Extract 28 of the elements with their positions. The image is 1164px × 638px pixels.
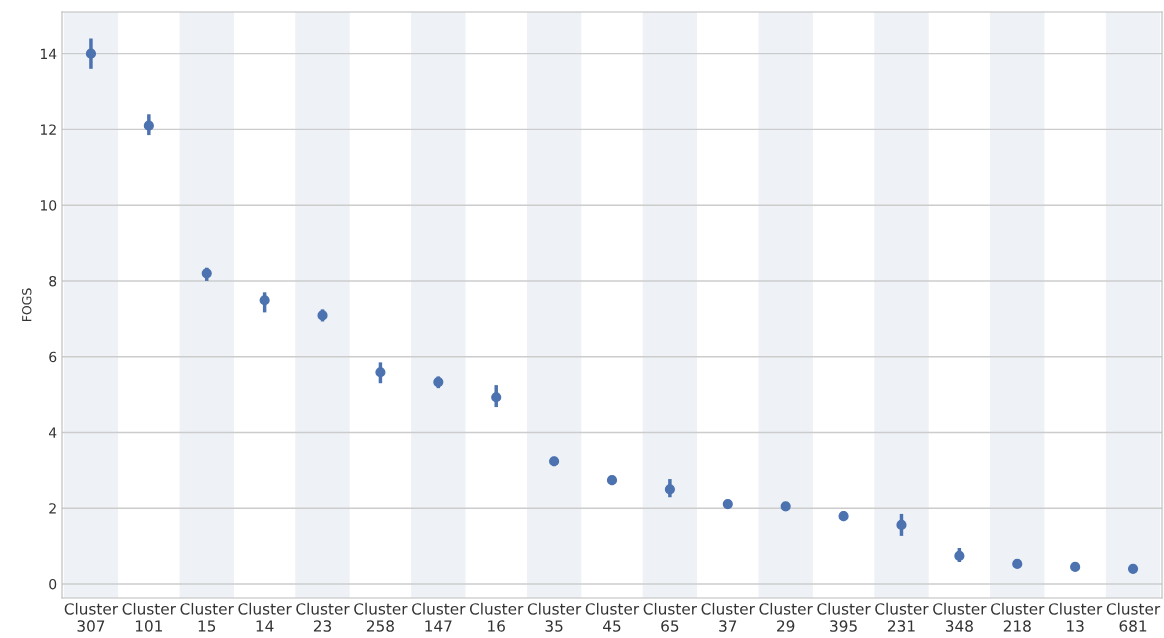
y-tick-label: 8 xyxy=(49,275,57,287)
x-tick-label: Cluster 45 xyxy=(585,602,640,632)
y-tick-label: 10 xyxy=(40,200,57,211)
x-tick-label: Cluster 218 xyxy=(991,602,1045,632)
x-tick-label: Cluster 258 xyxy=(354,602,408,632)
x-tick-label: Cluster 37 xyxy=(701,602,755,632)
x-tick-label: Cluster 395 xyxy=(817,602,871,632)
y-tick-label: 4 xyxy=(48,427,57,438)
x-tick-label: Cluster 35 xyxy=(527,602,582,632)
y-tick-label: 6 xyxy=(49,351,57,363)
y-axis-title: FOGS xyxy=(22,288,32,322)
x-tick-label: Cluster 231 xyxy=(875,602,929,632)
x-tick-label: Cluster 16 xyxy=(469,602,524,632)
y-tick-label: 14 xyxy=(40,48,57,59)
x-tick-label: Cluster 681 xyxy=(1106,602,1161,632)
x-tick-label: Cluster 101 xyxy=(122,602,176,632)
y-tick-label: 12 xyxy=(40,124,56,135)
x-tick-label: Cluster 14 xyxy=(238,602,292,632)
x-tick-label: Cluster 29 xyxy=(759,602,813,632)
x-tick-label: Cluster 13 xyxy=(1048,602,1103,632)
x-tick-label: Cluster 65 xyxy=(643,602,698,632)
x-tick-label: Cluster 23 xyxy=(296,602,350,632)
x-tick-label: Cluster 348 xyxy=(933,602,987,632)
x-tick-label: Cluster 147 xyxy=(412,602,466,632)
y-tick-label: 2 xyxy=(49,503,56,514)
x-tick-label: Cluster 307 xyxy=(64,602,119,632)
y-tick-label: 0 xyxy=(49,578,57,590)
x-tick-label: Cluster 15 xyxy=(180,602,234,632)
